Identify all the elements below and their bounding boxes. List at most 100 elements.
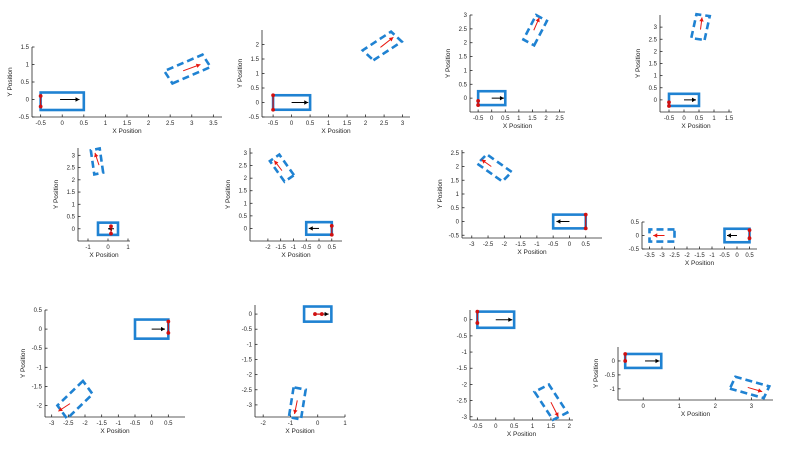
x-tick-label: -3 — [469, 242, 475, 248]
y-tick-label: 1 — [72, 202, 76, 208]
contact-point — [109, 231, 113, 236]
y-tick-label: 2.5 — [459, 27, 468, 33]
y-tick-label: 1.5 — [67, 190, 76, 196]
x-tick-label: 1 — [343, 421, 347, 427]
y-tick-label: -0.5 — [457, 334, 468, 340]
contact-point — [583, 212, 588, 217]
y-tick-label: 0 — [39, 327, 43, 333]
x-axis-label: X Position — [681, 411, 711, 418]
y-tick-label: 3 — [244, 151, 248, 157]
x-tick-label: 0.5 — [510, 424, 519, 430]
x-tick-label: 1 — [517, 116, 521, 122]
contact-point — [329, 224, 334, 228]
y-axis-label: Y Position — [445, 49, 452, 79]
y-tick-label: 1.5 — [649, 62, 658, 68]
x-tick-label: 0.5 — [745, 253, 754, 259]
x-tick-label: -2 — [684, 253, 690, 259]
reference-arrowhead — [75, 97, 80, 102]
y-axis-label: Y Position — [635, 49, 642, 79]
target-box — [162, 53, 213, 86]
y-tick-label: 0 — [244, 226, 248, 232]
x-tick-label: 1 — [531, 424, 535, 430]
x-tick-label: 0 — [106, 245, 110, 251]
x-tick-label: -2 — [502, 242, 508, 248]
x-tick-label: 2.5 — [166, 121, 175, 127]
y-tick-label: 1 — [456, 192, 460, 198]
x-axis-label: X Position — [281, 252, 311, 259]
y-tick-label: 0 — [464, 96, 468, 102]
contact-point — [476, 99, 481, 103]
reference-arrowhead — [727, 233, 731, 238]
contact-point — [583, 226, 588, 231]
x-tick-label: 0.5 — [306, 121, 315, 127]
contact-point — [166, 331, 171, 335]
y-tick-label: -0.5 — [629, 247, 640, 253]
x-tick-label: 2 — [568, 424, 572, 430]
y-tick-label: 0.5 — [34, 308, 43, 314]
x-tick-label: 0 — [316, 421, 320, 427]
y-tick-label: 1 — [256, 72, 260, 78]
y-tick-label: 0 — [636, 234, 640, 240]
y-axis-label: Y Position — [53, 180, 60, 210]
y-tick-label: 0.5 — [631, 220, 640, 226]
y-tick-label: 3 — [464, 13, 468, 19]
y-tick-label: 0 — [456, 220, 460, 226]
x-tick-label: -3.5 — [644, 253, 655, 259]
x-axis-label: X Position — [507, 431, 537, 438]
x-tick-label: -0.5 — [130, 421, 141, 427]
y-tick-label: -1 — [37, 365, 43, 371]
y-tick-label: 0 — [249, 312, 253, 318]
x-tick-label: -1 — [116, 421, 122, 427]
x-tick-label: 3 — [401, 121, 405, 127]
y-tick-label: -0.5 — [449, 233, 460, 239]
x-tick-label: -1 — [291, 245, 297, 251]
contact-point — [623, 359, 628, 363]
target-arrowhead — [58, 407, 63, 412]
x-tick-label: 0 — [682, 116, 686, 122]
x-tick-label: 3.5 — [209, 121, 218, 127]
y-tick-label: -2.5 — [457, 399, 468, 405]
y-axis-label: Y Position — [20, 349, 27, 379]
x-tick-label: 2.5 — [555, 116, 564, 122]
y-tick-label: 0 — [612, 359, 616, 365]
x-tick-label: 0.5 — [695, 116, 704, 122]
contact-point — [271, 107, 275, 112]
y-tick-label: 0.5 — [451, 206, 460, 212]
target-arrowhead — [554, 412, 559, 417]
y-tick-label: 2.5 — [451, 151, 460, 157]
x-tick-label: 0 — [568, 242, 572, 248]
y-tick-label: 1 — [464, 68, 468, 74]
y-tick-label: -1 — [610, 387, 616, 393]
reference-box — [96, 221, 120, 237]
x-tick-label: 1 — [712, 116, 716, 122]
target-box — [55, 378, 95, 421]
y-tick-label: 0.5 — [21, 80, 30, 86]
contact-point — [475, 309, 480, 314]
x-tick-label: 2 — [147, 121, 151, 127]
x-tick-label: 0 — [642, 404, 646, 410]
y-tick-label: -1.5 — [32, 384, 43, 390]
x-tick-label: 0.5 — [501, 116, 510, 122]
x-tick-label: -0.5 — [548, 242, 559, 248]
x-tick-label: -0.5 — [719, 253, 730, 259]
x-tick-label: -1 — [85, 245, 91, 251]
x-tick-label: 1.5 — [343, 121, 352, 127]
y-tick-label: -2.5 — [242, 388, 253, 394]
y-tick-label: 1 — [26, 63, 30, 69]
contact-point — [166, 319, 171, 324]
y-axis-label: Y Position — [225, 180, 232, 210]
y-tick-label: -0.5 — [32, 346, 43, 352]
target-box — [689, 12, 712, 42]
y-tick-label: -2 — [37, 404, 43, 410]
y-tick-label: 3 — [654, 25, 658, 31]
y-tick-label: 1.5 — [21, 45, 30, 51]
x-tick-label: -1.5 — [515, 242, 526, 248]
contact-point — [109, 224, 113, 229]
x-axis-label: X Position — [321, 128, 351, 135]
target-box — [728, 375, 772, 400]
